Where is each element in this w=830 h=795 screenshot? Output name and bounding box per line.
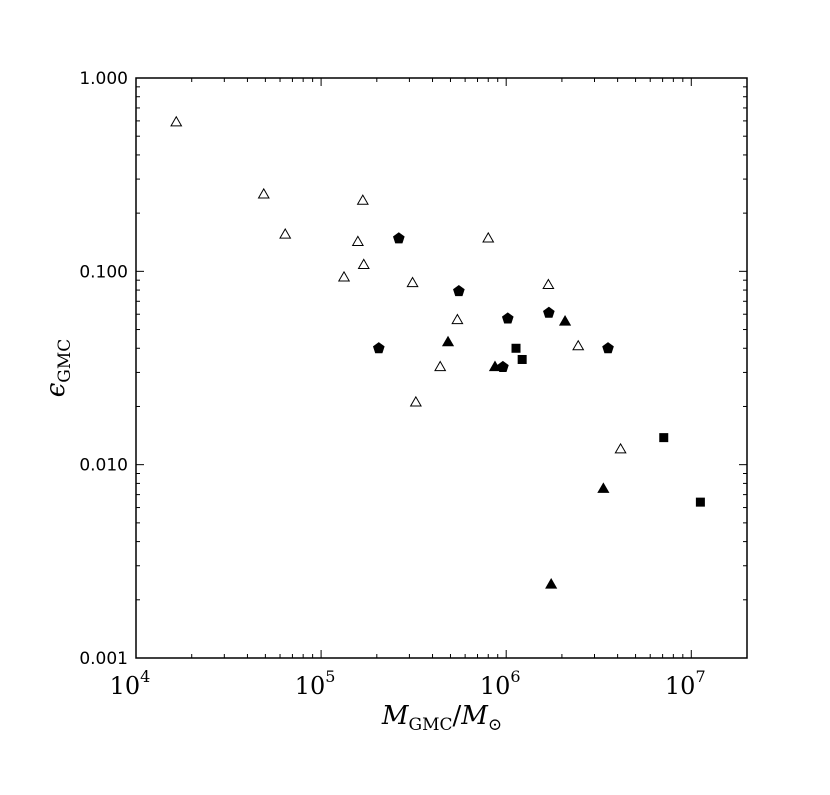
- filled-triangle-point: [558, 315, 572, 326]
- filled-pentagon-point: [372, 342, 385, 354]
- open-triangle-point: [357, 258, 370, 269]
- y-tick-label: 0.001: [79, 649, 128, 669]
- open-triangle-point: [170, 115, 183, 127]
- x-tick-label: 106: [480, 667, 521, 700]
- y-tick-label: 1.000: [79, 69, 128, 89]
- filled-pentagon-point: [393, 232, 405, 244]
- open-triangle-point: [482, 231, 495, 243]
- y-tick-label: 0.010: [79, 456, 128, 476]
- filled-triangle-point: [597, 482, 610, 493]
- open-triangle-point: [451, 313, 464, 325]
- open-triangle-point: [434, 360, 447, 372]
- open-triangle-point: [614, 442, 627, 454]
- open-triangle-point: [356, 194, 369, 205]
- filled-square-point: [511, 343, 521, 353]
- filled-triangle-point: [488, 360, 502, 372]
- filled-pentagon-point: [453, 285, 465, 297]
- filled-pentagon-point: [497, 360, 509, 372]
- x-axis-label: MGMC/M⊙: [381, 701, 502, 735]
- open-triangle-point: [279, 228, 292, 239]
- y-tick-label: 0.100: [79, 262, 128, 282]
- open-triangle-point: [542, 278, 555, 290]
- axis-ticks: [135, 77, 748, 659]
- open-triangle-point: [406, 276, 419, 288]
- filled-square-point: [695, 497, 705, 507]
- y-axis-label: ϵGMC: [41, 339, 75, 398]
- filled-pentagon-point: [543, 306, 555, 318]
- open-triangle-point: [351, 235, 364, 246]
- open-triangle-point: [572, 339, 585, 351]
- filled-square-point: [659, 433, 669, 443]
- open-triangle-point: [257, 187, 270, 199]
- data-points: [170, 115, 705, 589]
- filled-square-point: [517, 354, 527, 364]
- y-tick-labels: 0.001 0.010 0.100 1.000: [79, 69, 128, 669]
- x-tick-label: 104: [110, 667, 151, 700]
- filled-pentagon-point: [602, 342, 614, 354]
- filled-triangle-point: [545, 577, 558, 589]
- x-tick-label: 105: [295, 667, 336, 700]
- open-triangle-point: [409, 395, 422, 407]
- x-tick-label: 107: [665, 667, 706, 700]
- open-triangle-point: [337, 270, 351, 282]
- plot-area: [135, 77, 748, 659]
- x-tick-labels: 104 105 106 107: [110, 667, 706, 700]
- filled-pentagon-point: [501, 312, 514, 324]
- filled-triangle-point: [441, 335, 455, 347]
